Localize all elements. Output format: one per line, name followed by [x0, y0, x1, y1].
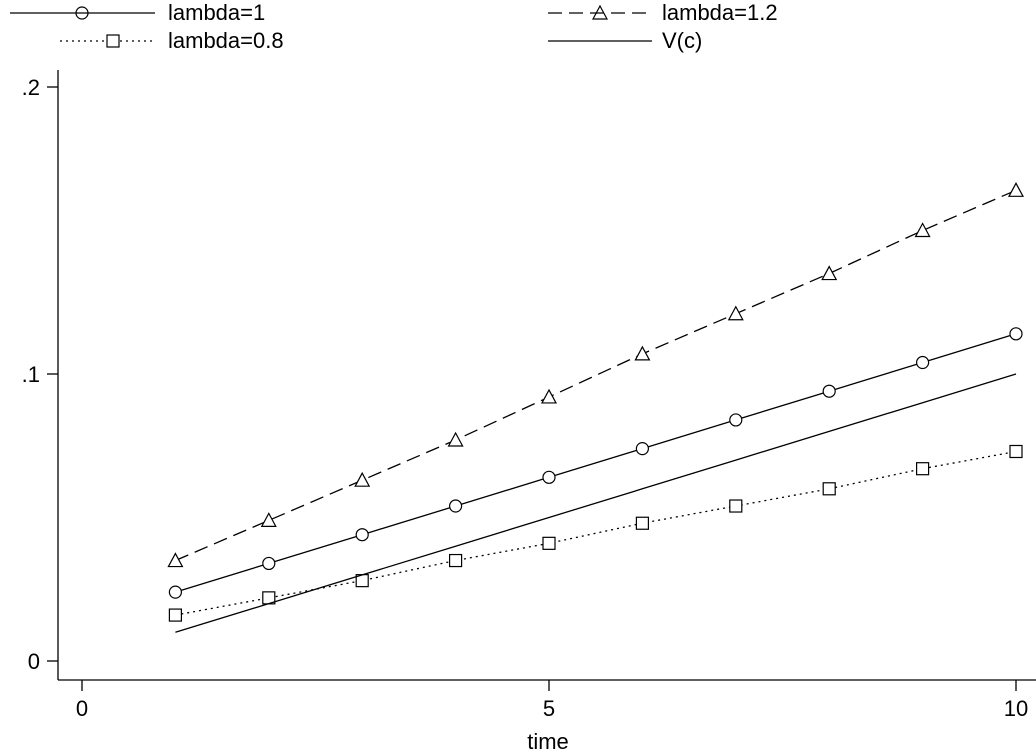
series-line — [175, 189, 1017, 562]
data-point-circle — [355, 528, 369, 542]
legend-item-lambda-0-8: lambda=0.8 — [60, 28, 284, 53]
data-point-triangle — [447, 431, 464, 447]
series-4 — [175, 373, 1017, 633]
data-point-circle — [822, 384, 836, 398]
legend-marker-circle — [75, 6, 89, 20]
plot-series — [167, 182, 1025, 633]
data-point-square — [915, 462, 930, 476]
legend-label-lambda-1-2: lambda=1.2 — [662, 0, 778, 25]
series-1 — [168, 327, 1023, 599]
data-point-square — [635, 516, 650, 530]
legend-item-vc: V(c) — [548, 28, 702, 53]
series-line — [175, 450, 1017, 616]
legend: lambda=1 lambda=1.2 lambda=0.8 V(c) — [10, 0, 778, 53]
x-ticks: 0 5 10 — [76, 680, 1028, 721]
data-point-triangle — [914, 222, 931, 238]
legend-label-lambda-0-8: lambda=0.8 — [168, 28, 284, 53]
y-tick-label: .2 — [22, 75, 40, 100]
series-2 — [167, 182, 1025, 568]
data-point-circle — [1009, 327, 1023, 341]
x-tick-label: 5 — [543, 696, 555, 721]
y-ticks: 0 .1 .2 — [22, 75, 58, 674]
data-point-triangle — [727, 305, 744, 321]
series-line — [175, 373, 1017, 633]
data-point-circle — [262, 556, 276, 571]
x-tick-label: 0 — [76, 696, 88, 721]
legend-item-lambda-1-2: lambda=1.2 — [548, 0, 778, 25]
legend-item-lambda-1: lambda=1 — [10, 0, 265, 25]
data-point-circle — [542, 470, 556, 484]
data-point-circle — [168, 585, 182, 599]
data-point-square — [729, 499, 743, 513]
data-point-triangle — [167, 552, 184, 568]
data-point-square — [822, 482, 836, 496]
data-point-triangle — [540, 388, 558, 404]
series-line — [175, 333, 1017, 593]
data-point-triangle — [634, 345, 651, 361]
data-point-square — [1009, 444, 1023, 459]
data-point-triangle — [1007, 182, 1025, 197]
x-axis: 0 5 10 time — [58, 679, 1036, 753]
y-tick-label: .1 — [22, 362, 40, 387]
data-point-triangle — [354, 471, 371, 487]
data-point-square — [168, 608, 182, 622]
legend-marker-square — [106, 34, 120, 48]
data-point-triangle — [260, 512, 277, 527]
data-point-square — [449, 553, 463, 568]
legend-marker-triangle — [591, 4, 609, 20]
data-point-circle — [729, 413, 743, 427]
data-point-circle — [915, 355, 930, 370]
y-axis: 0 .1 .2 — [22, 70, 59, 680]
data-point-circle — [449, 499, 463, 513]
legend-label-vc: V(c) — [662, 28, 702, 53]
data-point-circle — [635, 442, 650, 456]
legend-label-lambda-1: lambda=1 — [168, 0, 265, 25]
series-3 — [168, 444, 1023, 622]
x-axis-title: time — [527, 729, 569, 753]
y-tick-label: 0 — [28, 649, 40, 674]
data-point-square — [542, 536, 556, 550]
x-tick-label: 10 — [1004, 696, 1028, 721]
data-point-triangle — [821, 265, 838, 281]
